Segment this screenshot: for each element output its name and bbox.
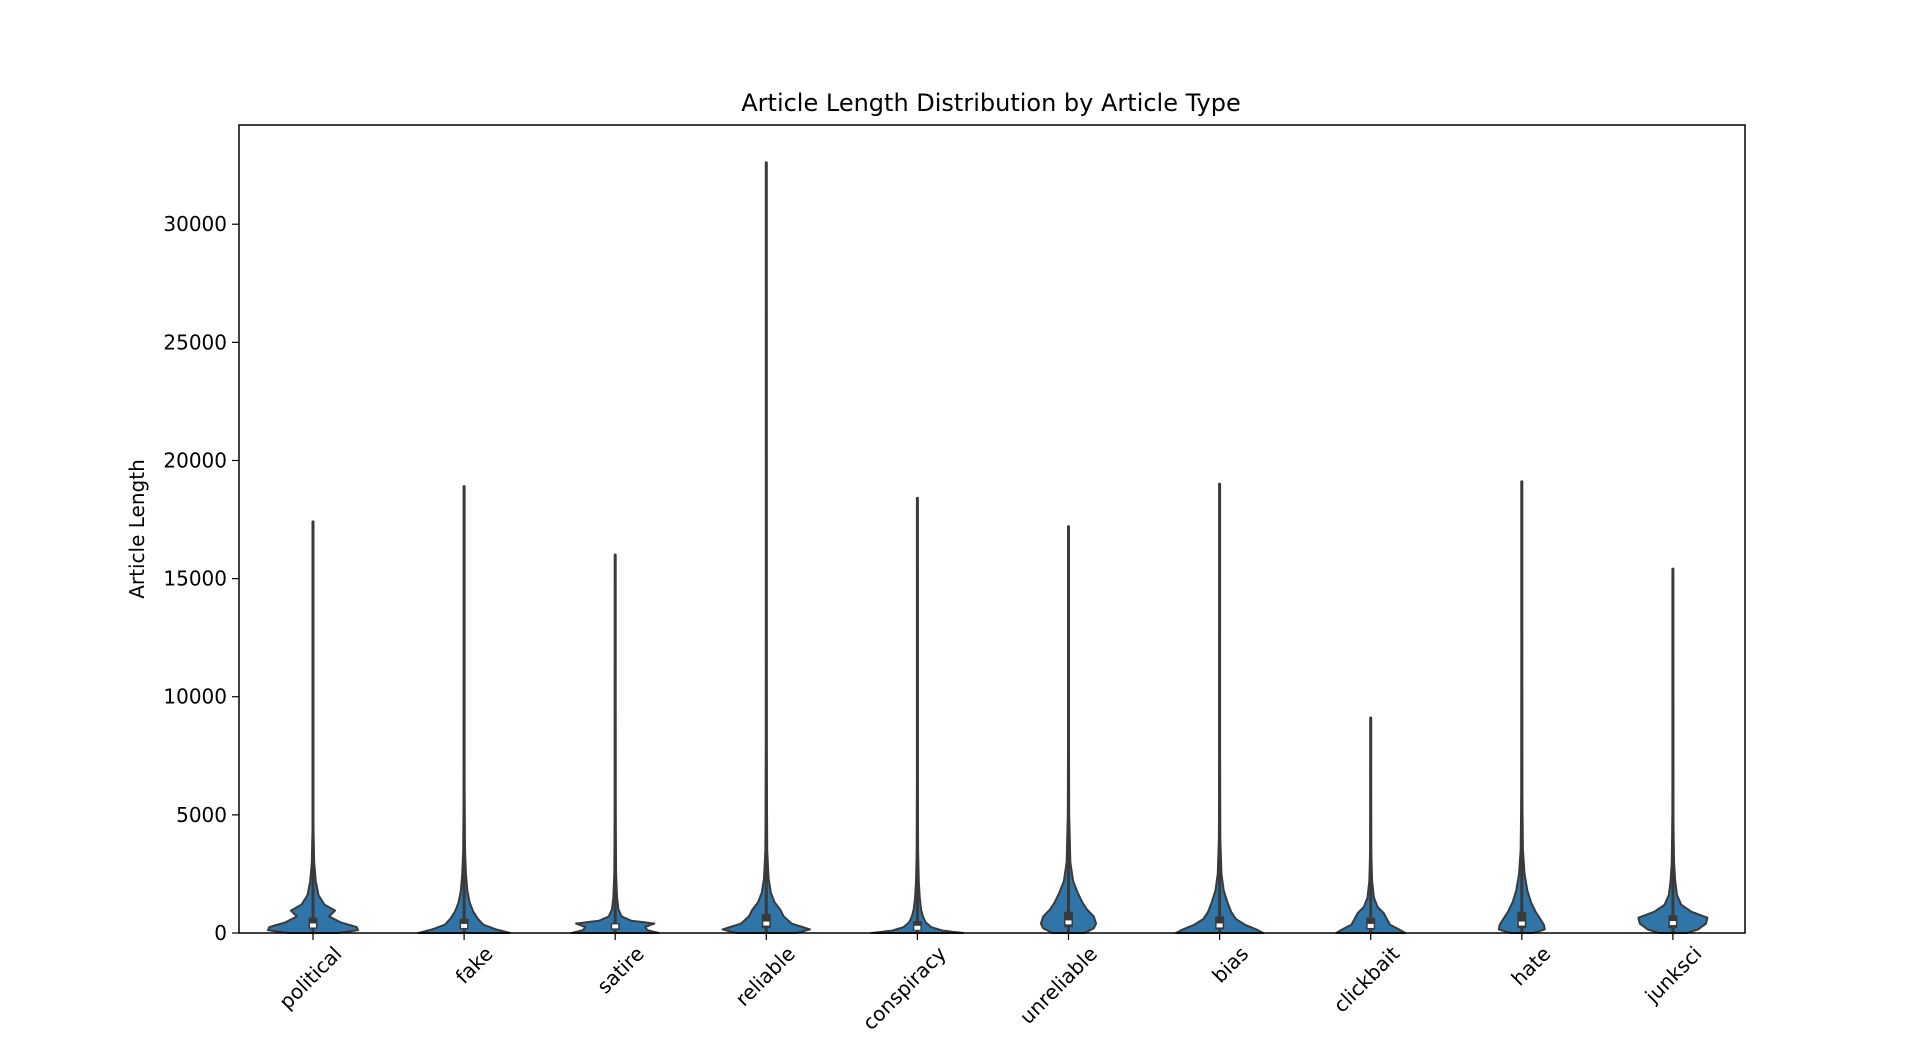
- violin-junksci: [1637, 567, 1709, 935]
- violin-median: [1669, 921, 1676, 926]
- violin-satire: [570, 553, 660, 935]
- violin-median: [1216, 923, 1223, 928]
- violin-political: [266, 520, 360, 935]
- violin-conspiracy: [870, 496, 965, 935]
- violin-hate: [1497, 480, 1546, 935]
- violin-bias: [1174, 482, 1265, 935]
- y-tick-label: 5000: [176, 803, 227, 827]
- violin-iqr-box: [308, 917, 318, 929]
- violin-iqr-box: [761, 914, 771, 929]
- y-tick-label: 25000: [163, 330, 227, 354]
- violin-fake: [417, 484, 512, 935]
- violin-median: [461, 923, 468, 928]
- violin-median: [1367, 923, 1374, 928]
- y-axis-label: Article Length: [125, 459, 149, 599]
- violin-unreliable: [1039, 525, 1098, 935]
- violin-iqr-box: [1517, 911, 1527, 929]
- violin-iqr-box: [1366, 917, 1376, 930]
- violins-layer: [266, 161, 1709, 935]
- y-tick-label: 20000: [163, 448, 227, 472]
- violin-reliable: [721, 161, 811, 935]
- violin-median: [310, 923, 316, 928]
- violin-iqr-box: [1215, 916, 1225, 930]
- violin-median: [1518, 921, 1525, 926]
- plot-area-frame: [238, 124, 1746, 934]
- violin-clickbait: [1335, 716, 1407, 935]
- y-tick-label: 30000: [163, 212, 227, 236]
- y-tick-label: 15000: [163, 567, 227, 591]
- violin-median: [1065, 920, 1072, 925]
- violin-median: [914, 925, 921, 930]
- violin-median: [612, 924, 619, 929]
- violin-median: [763, 921, 770, 926]
- violin-iqr-box: [1064, 911, 1073, 928]
- y-tick-label: 10000: [163, 685, 227, 709]
- y-tick-label: 0: [214, 921, 227, 945]
- chart-title: Article Length Distribution by Article T…: [741, 89, 1241, 117]
